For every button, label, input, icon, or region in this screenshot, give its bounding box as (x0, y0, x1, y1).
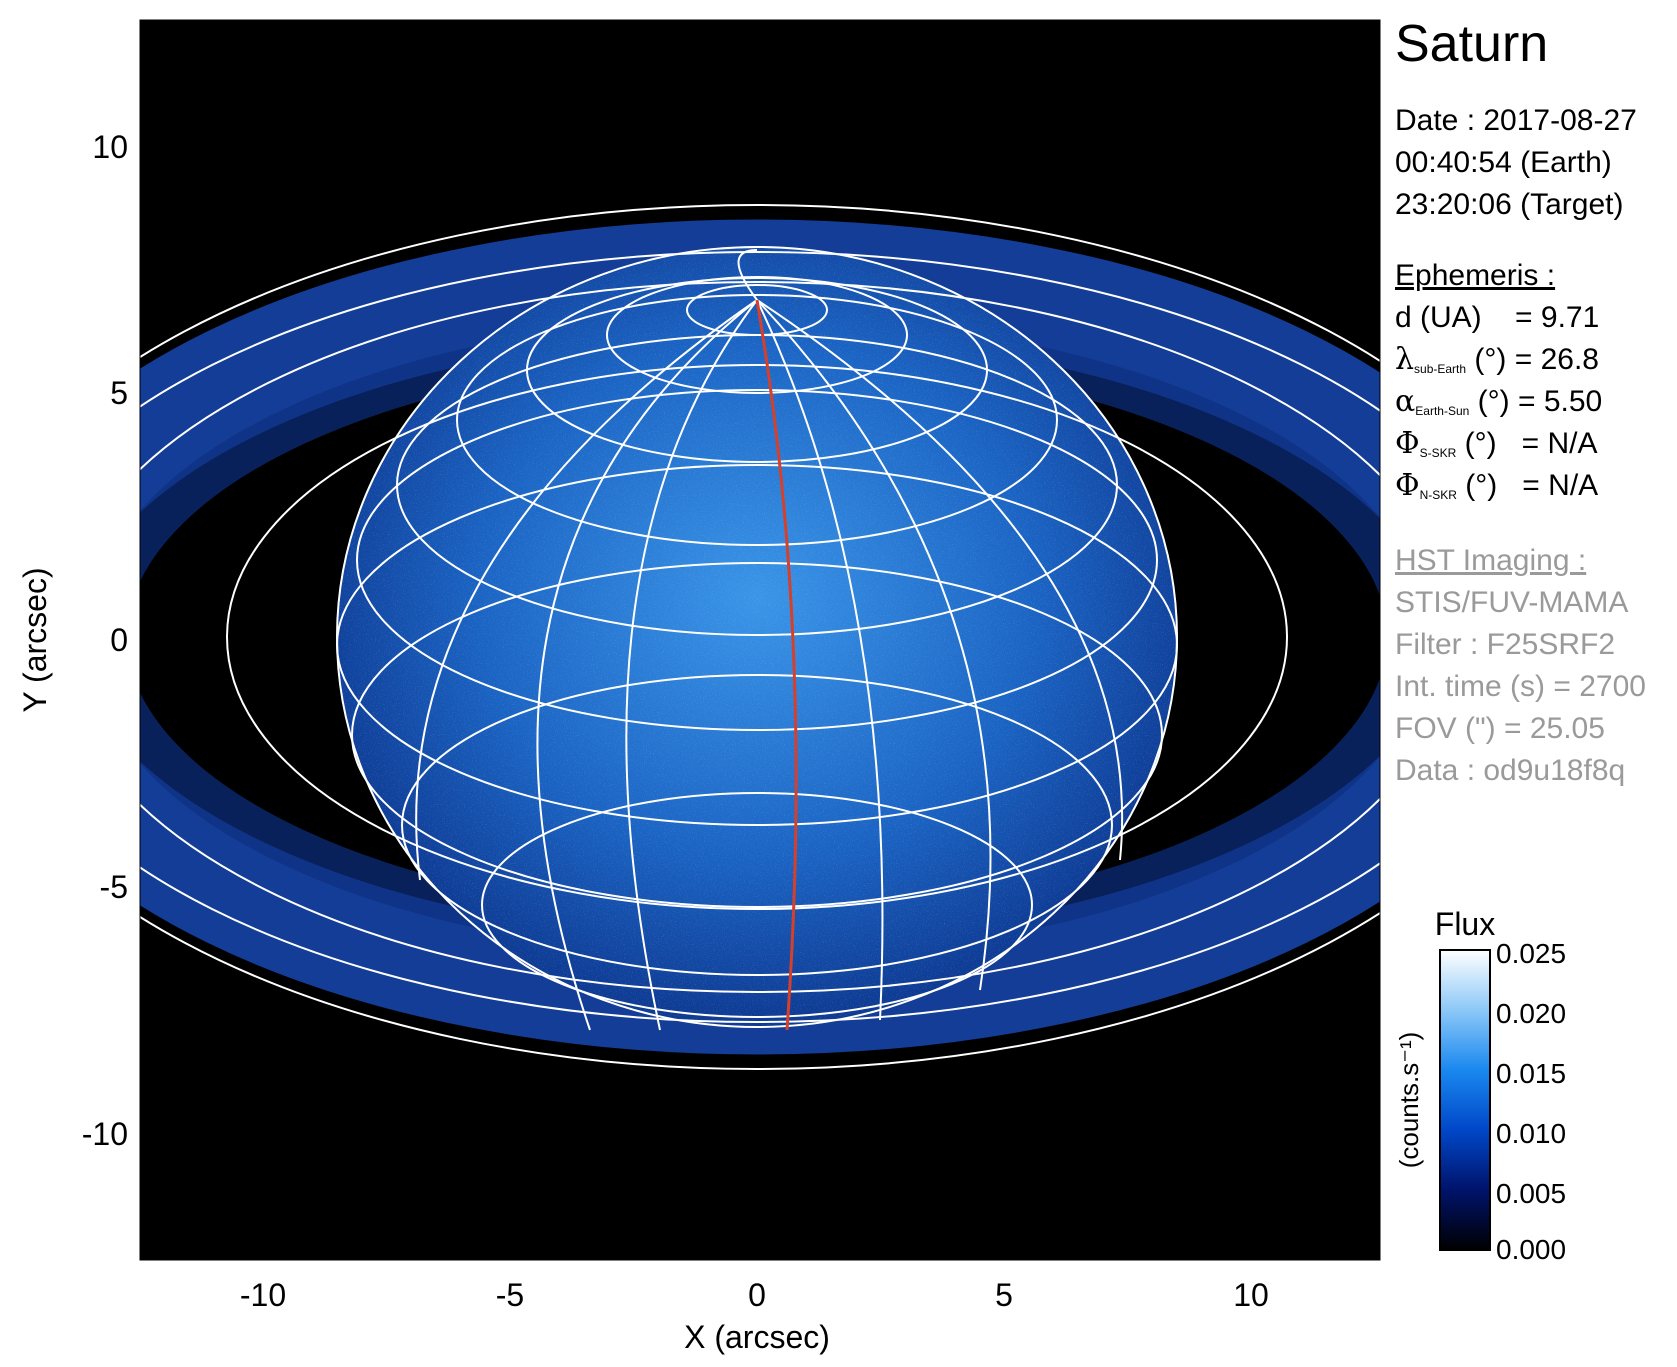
x-tick-label: 0 (748, 1277, 766, 1313)
instrument-header: HST Imaging : (1395, 544, 1587, 577)
image-panel (140, 20, 1380, 1260)
colorbar-tick-label: 0.000 (1496, 1234, 1566, 1265)
earth-time: 00:40:54 (Earth) (1395, 146, 1612, 179)
ephemeris-sub-earth-lat: λsub-Earth (°) = 26.8 (1395, 339, 1599, 390)
alpha-symbol: α (1395, 384, 1416, 419)
x-tick-label: 5 (995, 1277, 1013, 1313)
y-axis-label: Y (arcsec) (17, 567, 53, 712)
colorbar-tick-label: 0.025 (1496, 938, 1566, 969)
lambda-unit: (°) (1474, 343, 1507, 376)
phi-s-subscript: S-SKR (1419, 446, 1457, 460)
phi-s-symbol: Φ (1395, 426, 1420, 461)
alpha-subscript: Earth-Sun (1415, 404, 1470, 418)
ephemeris-s-skr: ΦS-SKR (°) = N/A (1395, 423, 1598, 474)
lambda-value: = 26.8 (1514, 343, 1599, 376)
x-axis-label: X (arcsec) (684, 1319, 830, 1355)
ephemeris-phase-angle: αEarth-Sun (°) = 5.50 (1395, 381, 1602, 432)
ephemeris-n-skr: ΦN-SKR (°) = N/A (1395, 465, 1598, 516)
phi-n-symbol: Φ (1395, 468, 1420, 503)
y-tick-label: -5 (100, 869, 128, 905)
colorbar-title: Flux (1435, 906, 1495, 942)
distance-value: = 9.71 (1515, 301, 1600, 334)
phi-n-subscript: N-SKR (1419, 488, 1457, 502)
phi-n-unit: (°) (1465, 469, 1498, 502)
colorbar: 0.025 0.020 0.015 0.010 0.005 0.000 Flux… (1394, 906, 1566, 1265)
colorbar-gradient (1439, 949, 1491, 1251)
x-axis: -10 -5 0 5 10 X (arcsec) (240, 1277, 1269, 1355)
lambda-symbol: λ (1395, 342, 1415, 377)
central-meridian (755, 299, 798, 1031)
panel-frame (139, 19, 1381, 1261)
instrument-filter: Filter : F25SRF2 (1395, 628, 1616, 661)
date-line: Date : 2017-08-27 (1395, 104, 1637, 137)
latitude-grid (336, 246, 1178, 1028)
target-time: 23:20:06 (Target) (1395, 188, 1624, 221)
colorbar-label: (counts.s⁻¹) (1394, 1032, 1424, 1169)
phi-s-unit: (°) (1464, 427, 1497, 460)
instrument-fov: FOV (") = 25.05 (1395, 712, 1605, 745)
ephemeris-header: Ephemeris : (1395, 259, 1556, 292)
colorbar-tick-label: 0.020 (1496, 998, 1566, 1029)
ring-outlines (140, 204, 1380, 1070)
x-tick-label: 10 (1233, 1277, 1269, 1313)
figure-title: Saturn (1395, 15, 1549, 73)
colorbar-tick-label: 0.015 (1496, 1058, 1566, 1089)
x-tick-label: -10 (240, 1277, 286, 1313)
globe-noise-texture (330, 240, 1190, 1040)
colorbar-tick-label: 0.005 (1496, 1178, 1566, 1209)
alpha-unit: (°) (1477, 385, 1510, 418)
y-tick-label: 10 (92, 129, 128, 165)
phi-n-value: = N/A (1522, 469, 1599, 502)
distance-label: d (UA) (1395, 301, 1482, 334)
phi-s-value: = N/A (1521, 427, 1598, 460)
y-tick-label: 5 (110, 375, 128, 411)
lambda-subscript: sub-Earth (1414, 362, 1467, 376)
y-tick-label: 0 (110, 622, 128, 658)
alpha-value: = 5.50 (1517, 385, 1603, 418)
y-axis: 10 5 0 -5 -10 Y (arcsec) (17, 129, 128, 1152)
colorbar-ticks: 0.025 0.020 0.015 0.010 0.005 0.000 (1496, 938, 1566, 1265)
y-tick-label: -10 (82, 1116, 128, 1152)
colorbar-tick-label: 0.010 (1496, 1118, 1566, 1149)
longitude-grid (415, 249, 1124, 1031)
ephemeris-distance: d (UA) = 9.71 (1395, 297, 1599, 339)
instrument-camera: STIS/FUV-MAMA (1395, 586, 1629, 619)
instrument-int-time: Int. time (s) = 2700 (1395, 670, 1646, 703)
x-tick-label: -5 (496, 1277, 524, 1313)
instrument-data-id: Data : od9u18f8q (1395, 754, 1626, 787)
